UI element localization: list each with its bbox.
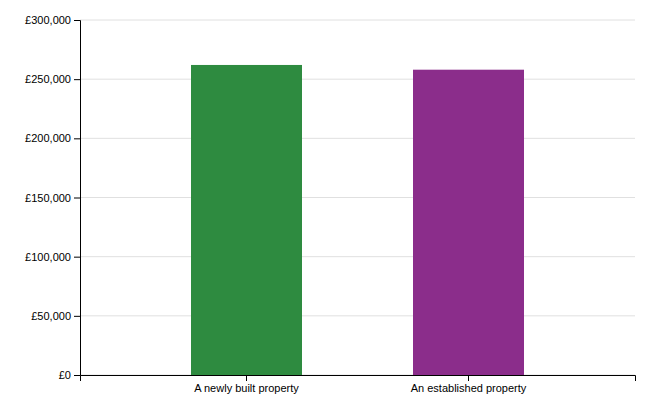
tick-label: £0 [59,369,71,381]
plot: £0 £50,000 £100,000 £150,000 £200,000 £250,00… [25,14,635,394]
tick-mark [74,138,80,139]
tick: £300,000 [25,14,80,26]
tick-mark [74,316,80,317]
tick-mark [246,375,247,381]
grid-line [80,315,635,316]
tick-label: A newly built property [194,382,299,394]
bar [191,65,302,375]
chart: £0 £50,000 £100,000 £150,000 £200,000 £250,00… [0,0,660,420]
tick-mark [74,375,80,376]
tick: £0 [59,369,80,381]
grid-line [80,138,635,139]
tick: £250,000 [25,73,80,85]
tick-label: £50,000 [31,310,71,322]
tick-label: £300,000 [25,14,71,26]
tick-mark [74,198,80,199]
x-axis: A newly built property An established pro… [81,375,636,394]
bar [413,70,524,375]
tick-mark [468,375,469,381]
tick-label: £250,000 [25,73,71,85]
marks [191,65,524,375]
axis-domain [74,21,81,376]
axis-domain [81,376,636,382]
tick: £200,000 [25,132,80,144]
y-axis: £0 £50,000 £100,000 £150,000 £200,000 £250,00… [25,14,80,381]
tick: A newly built property [194,375,299,394]
tick-label: £100,000 [25,251,71,263]
tick-mark [74,20,80,21]
grid-line [80,256,635,257]
grid-line [80,197,635,198]
grid [80,20,635,375]
grid-line [80,20,635,21]
tick: £100,000 [25,251,80,263]
tick-label: £200,000 [25,132,71,144]
tick-label: £150,000 [25,192,71,204]
tick-label: An established property [411,382,527,394]
tick-mark [74,257,80,258]
tick: An established property [411,375,527,394]
grid-line [80,79,635,80]
tick-mark [74,79,80,80]
tick: £150,000 [25,192,80,204]
tick: £50,000 [31,310,80,322]
